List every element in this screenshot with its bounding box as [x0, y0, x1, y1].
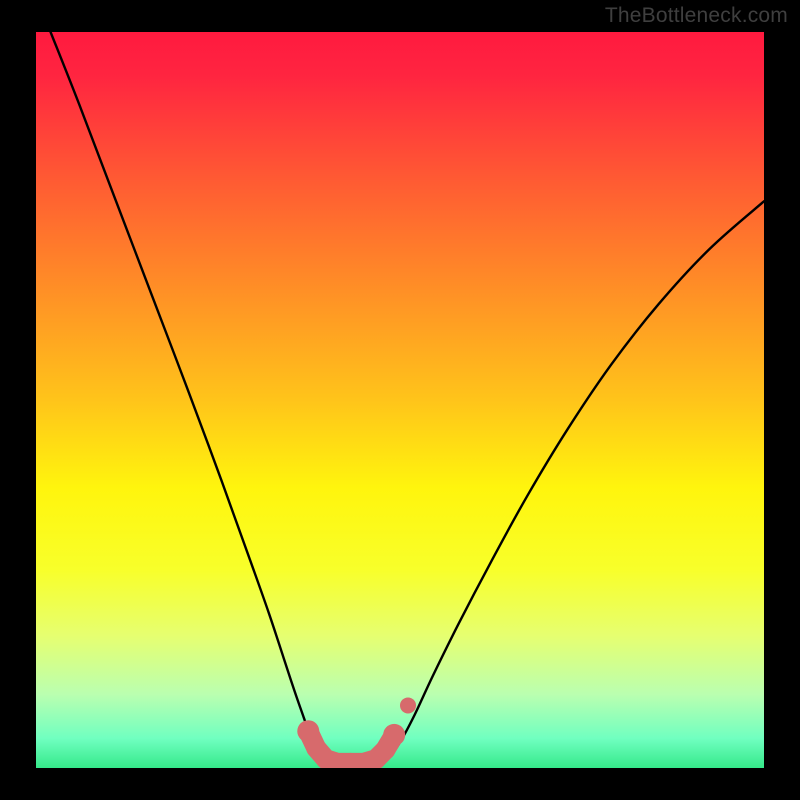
chart-outer: TheBottleneck.com	[0, 0, 800, 800]
watermark-text: TheBottleneck.com	[605, 4, 788, 28]
sweet-spot-outlier-marker	[400, 697, 416, 713]
sweet-spot-marker	[375, 740, 395, 760]
plot-area	[36, 32, 764, 768]
chart-svg	[36, 32, 764, 768]
